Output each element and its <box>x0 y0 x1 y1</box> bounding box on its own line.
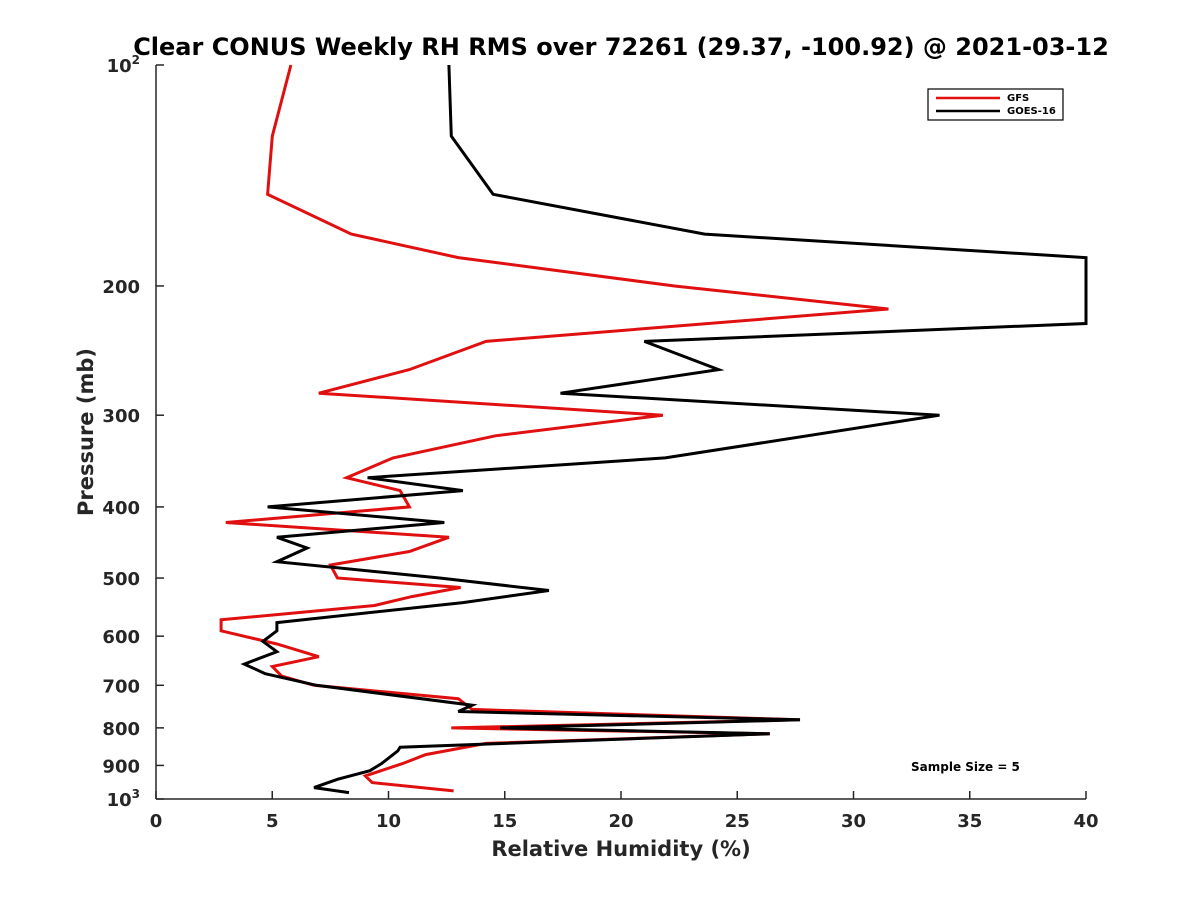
y-tick-label: 500 <box>102 569 140 590</box>
x-tick-label: 15 <box>492 811 517 832</box>
x-tick-label: 0 <box>150 811 163 832</box>
series-line-goes16 <box>240 64 1088 795</box>
sample-size-annotation: Sample Size = 5 <box>911 760 1020 774</box>
chart-title: Clear CONUS Weekly RH RMS over 72261 (29… <box>133 33 1109 61</box>
y-tick-label: 800 <box>102 719 140 740</box>
x-tick-label: 5 <box>266 811 279 832</box>
x-tick-label: 35 <box>957 811 982 832</box>
y-tick-label: 900 <box>102 756 140 777</box>
x-tick-label: 40 <box>1073 811 1098 832</box>
y-tick-label: 600 <box>102 627 140 648</box>
x-tick-label: 10 <box>376 811 401 832</box>
y-ticks: 102 200 300 400 500 600 700 800 900 103 <box>102 53 164 811</box>
y-tick-label: 300 <box>102 406 140 427</box>
x-axis-label: Relative Humidity (%) <box>491 837 750 861</box>
plot-area <box>156 65 1086 799</box>
x-ticks: 0 5 10 15 20 25 30 35 40 <box>150 791 1099 832</box>
x-tick-label: 20 <box>608 811 633 832</box>
legend-label-gfs: GFS <box>1007 93 1029 104</box>
legend-box <box>927 88 1064 121</box>
y-tick-label: 200 <box>102 277 140 298</box>
x-tick-label: 25 <box>725 811 750 832</box>
y-tick-label: 400 <box>102 498 140 519</box>
x-tick-label: 30 <box>841 811 866 832</box>
y-tick-label: 102 <box>107 53 140 77</box>
legend-label-goes16: GOES-16 <box>1007 106 1056 117</box>
y-axis-label: Pressure (mb) <box>74 348 98 516</box>
y-tick-label: 700 <box>102 676 140 697</box>
legend: GFS GOES-16 <box>927 88 1064 121</box>
series-layer <box>219 64 1088 795</box>
y-tick-label: 103 <box>107 787 140 811</box>
plot-background <box>156 65 1086 799</box>
